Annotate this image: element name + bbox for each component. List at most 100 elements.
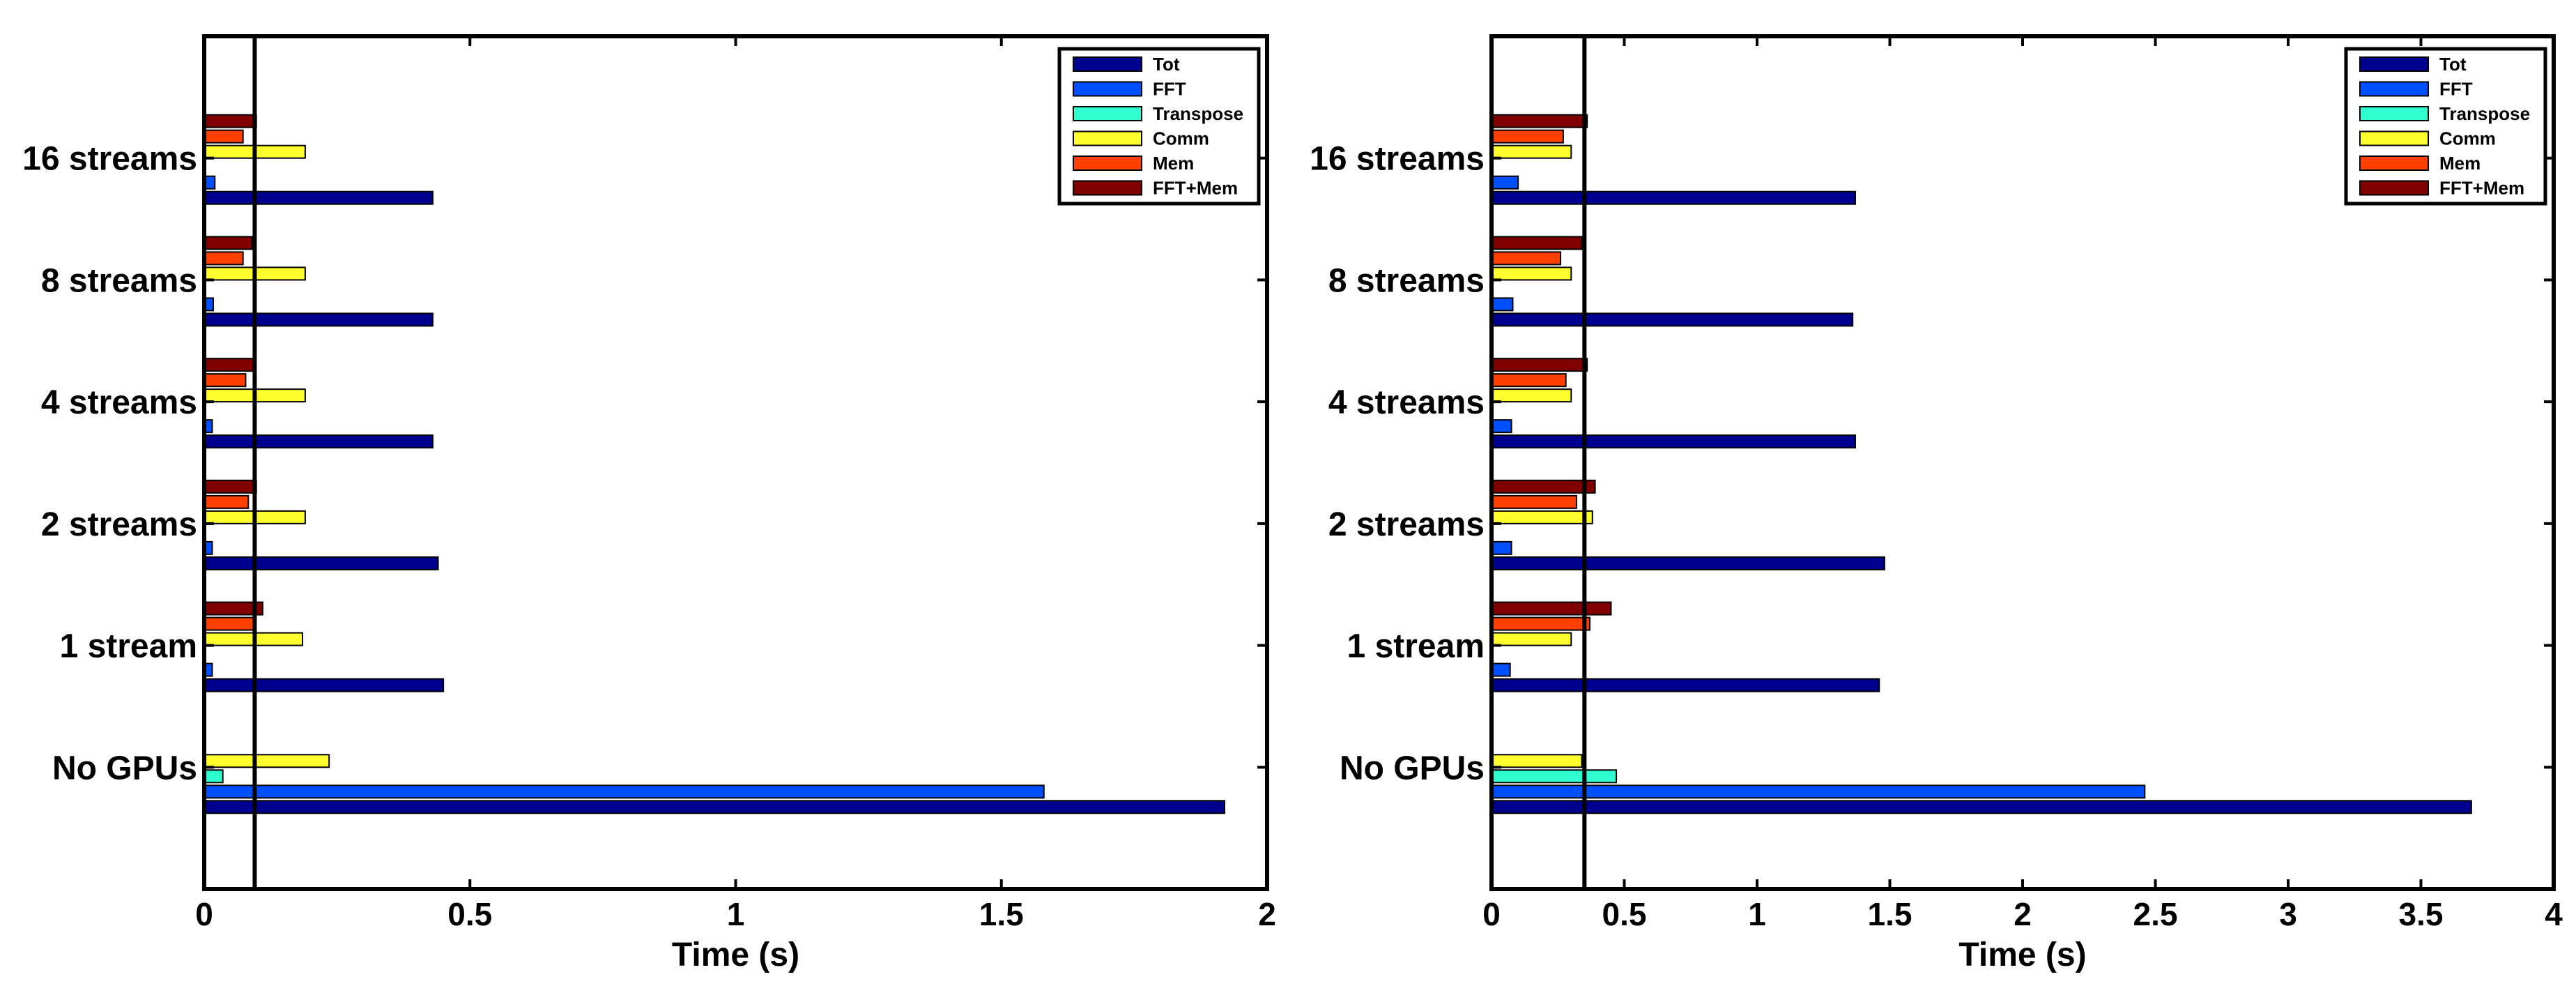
- x-tick-label: 2: [1258, 896, 1276, 932]
- x-tick-label: 0: [195, 896, 213, 932]
- bar-fft-1-stream: [1491, 662, 1511, 677]
- bar-mem-8-streams: [204, 251, 244, 266]
- legend-label-mem: Mem: [2439, 153, 2481, 174]
- x-tick-label: 1: [1748, 896, 1766, 932]
- y-tick-label: No GPUs: [1340, 750, 1485, 787]
- bar-fft-4-streams: [1491, 419, 1512, 434]
- legend-swatch-transpose: [1073, 106, 1142, 121]
- bar-comm-no-gpus: [204, 754, 330, 768]
- bar-mem-4-streams: [204, 373, 247, 388]
- bar-mem-1-stream: [204, 616, 256, 631]
- legend-swatch-tot: [2359, 56, 2429, 72]
- legend-swatch-fft-mem: [1073, 180, 1142, 196]
- y-tick-label: 8 streams: [41, 262, 197, 299]
- legend: Tot FFT Transpose Comm Mem FFT+Mem: [2344, 47, 2547, 206]
- bar-mem-4-streams: [1491, 373, 1567, 388]
- chart-left: 0 0.5 1 1.5 2 No GPUs 1 stream 2 streams 4 strea…: [22, 34, 1276, 973]
- x-tick-label: 1.5: [979, 896, 1024, 932]
- bar-transpose-no-gpus: [1491, 769, 1618, 784]
- bar-fft-2-streams: [1491, 540, 1512, 555]
- legend-swatch-fft: [1073, 81, 1142, 97]
- y-tick-label: 1 stream: [1347, 628, 1485, 665]
- legend-box: [1057, 47, 1261, 206]
- bar-fft-mem-4-streams: [1491, 358, 1588, 372]
- x-axis-label: Time (s): [672, 936, 799, 973]
- bar-comm-4-streams: [1491, 388, 1572, 403]
- legend-swatch-tot: [1073, 56, 1142, 72]
- y-tick-label: 1 stream: [60, 628, 197, 665]
- bar-fft-mem-16-streams: [1491, 114, 1588, 128]
- bar-fft-mem-4-streams: [204, 358, 254, 372]
- legend-label-fft-mem: FFT+Mem: [2439, 178, 2524, 199]
- y-tick-label: 4 streams: [41, 384, 197, 421]
- bar-comm-16-streams: [1491, 144, 1572, 159]
- legend-swatch-fft: [2359, 81, 2429, 97]
- x-tick-label: 3: [2279, 896, 2297, 932]
- x-tick-label: 2.5: [2133, 896, 2178, 932]
- legend-swatch-fft-mem: [2359, 180, 2429, 196]
- bar-mem-2-streams: [204, 494, 250, 509]
- bar-mem-8-streams: [1491, 251, 1562, 266]
- bar-mem-16-streams: [1491, 129, 1564, 144]
- bar-fft-mem-8-streams: [1491, 236, 1583, 250]
- bar-fft-mem-2-streams: [1491, 479, 1596, 494]
- legend-label-fft-mem: FFT+Mem: [1153, 178, 1238, 199]
- y-tick-label: 2 streams: [41, 506, 197, 543]
- bar-mem-2-streams: [1491, 494, 1577, 509]
- y-tick-label: 8 streams: [1328, 262, 1485, 299]
- bar-tot-1-stream: [204, 678, 445, 692]
- legend-box: [2344, 47, 2547, 206]
- bar-fft-8-streams: [1491, 297, 1514, 312]
- x-tick-label: 0.5: [1602, 896, 1647, 932]
- legend-label-comm: Comm: [2439, 128, 2496, 149]
- bar-comm-2-streams: [1491, 510, 1593, 524]
- legend-label-transpose: Transpose: [2439, 103, 2530, 124]
- bar-tot-4-streams: [1491, 434, 1856, 449]
- legend-label-tot: Tot: [1153, 54, 1180, 75]
- legend-swatch-mem: [1073, 156, 1142, 171]
- legend-label-transpose: Transpose: [1153, 103, 1243, 124]
- bar-mem-1-stream: [1491, 616, 1590, 631]
- y-tick-label: 4 streams: [1328, 384, 1485, 421]
- bar-tot-no-gpus: [1491, 800, 2472, 814]
- legend-label-fft: FFT: [2439, 79, 2473, 100]
- x-tick-label: 1: [727, 896, 745, 932]
- bar-mem-16-streams: [204, 129, 244, 144]
- bar-fft-no-gpus: [1491, 784, 2146, 799]
- bar-tot-8-streams: [204, 312, 434, 327]
- bar-fft-mem-2-streams: [204, 479, 257, 494]
- y-tick-label: No GPUs: [52, 750, 197, 787]
- x-tick-label: 3.5: [2399, 896, 2444, 932]
- legend-label-comm: Comm: [1153, 128, 1209, 149]
- legend-swatch-comm: [2359, 130, 2429, 146]
- bar-comm-1-stream: [1491, 632, 1572, 646]
- x-tick-label: 0: [1482, 896, 1501, 932]
- legend-swatch-transpose: [2359, 106, 2429, 121]
- y-tick-label: 2 streams: [1328, 506, 1485, 543]
- x-tick-label: 4: [2545, 896, 2563, 932]
- y-tick-label: 16 streams: [22, 141, 197, 178]
- x-axis-label: Time (s): [1958, 936, 2086, 973]
- bar-tot-4-streams: [204, 434, 434, 449]
- bar-fft-mem-8-streams: [204, 236, 253, 250]
- bar-comm-no-gpus: [1491, 754, 1583, 768]
- legend-label-mem: Mem: [1153, 153, 1194, 174]
- bar-comm-8-streams: [1491, 266, 1572, 281]
- legend-swatch-mem: [2359, 156, 2429, 171]
- legend-swatch-comm: [1073, 130, 1142, 146]
- x-tick-label: 1.5: [1868, 896, 1912, 932]
- chart-right: 0 0.5 1 1.5 2 2.5 3 3.5 4 No GPUs 1 stream 2 stream…: [1310, 34, 2563, 973]
- bar-tot-16-streams: [1491, 190, 1856, 205]
- legend-label-fft: FFT: [1153, 79, 1186, 100]
- legend-label-tot: Tot: [2439, 54, 2467, 75]
- x-tick-label: 2: [2014, 896, 2032, 932]
- bar-tot-2-streams: [1491, 556, 1885, 570]
- bar-fft-no-gpus: [204, 784, 1045, 799]
- bar-fft-mem-1-stream: [1491, 601, 1612, 616]
- bar-fft-16-streams: [1491, 175, 1519, 190]
- bar-fft-mem-16-streams: [204, 114, 257, 128]
- legend: Tot FFT Transpose Comm Mem FFT+Mem: [1057, 47, 1261, 206]
- y-tick-label: 16 streams: [1310, 141, 1485, 178]
- bar-tot-1-stream: [1491, 678, 1880, 692]
